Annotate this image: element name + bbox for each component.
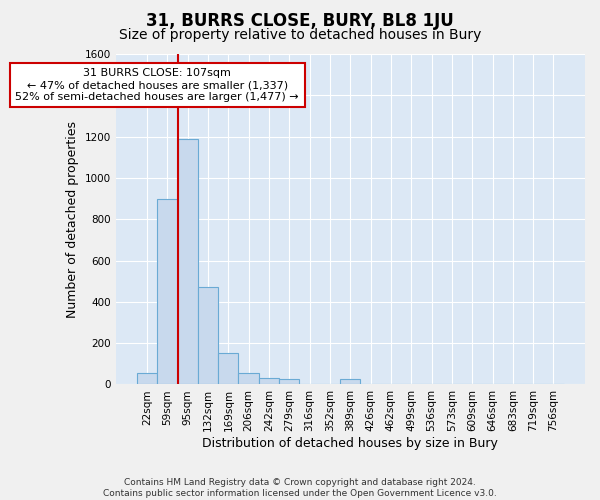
Text: Size of property relative to detached houses in Bury: Size of property relative to detached ho… <box>119 28 481 42</box>
Y-axis label: Number of detached properties: Number of detached properties <box>66 120 79 318</box>
Bar <box>218 354 238 384</box>
Bar <box>279 380 299 384</box>
Text: 31, BURRS CLOSE, BURY, BL8 1JU: 31, BURRS CLOSE, BURY, BL8 1JU <box>146 12 454 30</box>
Bar <box>178 138 198 384</box>
Bar <box>137 373 157 384</box>
Text: 31 BURRS CLOSE: 107sqm
← 47% of detached houses are smaller (1,337)
52% of semi-: 31 BURRS CLOSE: 107sqm ← 47% of detached… <box>16 68 299 102</box>
X-axis label: Distribution of detached houses by size in Bury: Distribution of detached houses by size … <box>202 437 498 450</box>
Bar <box>157 198 178 384</box>
Bar <box>198 288 218 384</box>
Bar <box>259 378 279 384</box>
Bar <box>238 372 259 384</box>
Text: Contains HM Land Registry data © Crown copyright and database right 2024.
Contai: Contains HM Land Registry data © Crown c… <box>103 478 497 498</box>
Bar <box>340 380 361 384</box>
